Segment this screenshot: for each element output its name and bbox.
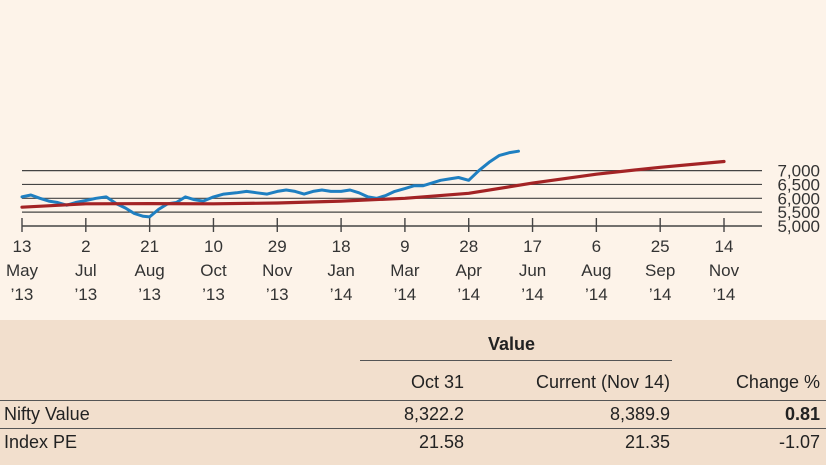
x-tick-label: ’14 <box>394 285 417 304</box>
x-tick-label: ’13 <box>266 285 289 304</box>
x-tick-label: Jun <box>519 261 546 280</box>
row-nifty-current: 8,389.9 <box>609 404 670 424</box>
valuation-table: Value Oct 31 Current (Nov 14) Change % N… <box>0 320 826 465</box>
series-layer <box>20 149 726 219</box>
y-tick-label: 6,000 <box>777 189 820 208</box>
x-tick-label: 9 <box>400 237 409 256</box>
row-nifty-oct31: 8,322.2 <box>403 404 464 424</box>
value-group-underline <box>360 360 672 361</box>
header-divider <box>0 400 826 401</box>
y-tick-label: 5,000 <box>777 217 820 236</box>
x-tick-label: Aug <box>135 261 165 280</box>
row-pe-current: 21.35 <box>624 432 670 452</box>
value-group-header: Value <box>488 334 536 354</box>
moving-average-line <box>20 159 726 209</box>
x-tick-label: 13 <box>13 237 32 256</box>
x-tick-label: 2 <box>81 237 90 256</box>
x-tick-label: ’13 <box>138 285 161 304</box>
x-tick-label: Apr <box>455 261 482 280</box>
x-tick-label: 10 <box>204 237 223 256</box>
x-tick-label: Aug <box>581 261 611 280</box>
x-tick-label: Sep <box>645 261 675 280</box>
col-header-oct31: Oct 31 <box>410 372 464 392</box>
x-tick-label: Jan <box>327 261 354 280</box>
x-tick-label: ’14 <box>457 285 480 304</box>
row-label-pe: Index PE <box>4 432 78 452</box>
nifty-index-line <box>20 149 520 219</box>
x-tick-label: ’14 <box>713 285 736 304</box>
row-divider <box>0 428 826 429</box>
row-pe-change: -1.07 <box>778 432 820 452</box>
x-tick-label: ’13 <box>11 285 34 304</box>
x-tick-label: Nov <box>262 261 293 280</box>
col-header-current: Current (Nov 14) <box>535 372 670 392</box>
x-tick-label: Nov <box>709 261 740 280</box>
row-pe-oct31: 21.58 <box>418 432 464 452</box>
x-tick-label: ’14 <box>521 285 544 304</box>
x-tick-label: 25 <box>651 237 670 256</box>
x-tick-label: ’13 <box>74 285 97 304</box>
x-tick-label: ’13 <box>202 285 225 304</box>
row-nifty-change: 0.81 <box>784 404 820 424</box>
x-axis: 13 May ’13 2 Jul ’13 21 Aug ’13 10 Oct ’13 29 Nov ’13 1… <box>6 218 762 304</box>
x-tick-label: 6 <box>592 237 601 256</box>
col-header-change: Change % <box>735 372 820 392</box>
x-tick-label: ’14 <box>649 285 672 304</box>
x-tick-label: May <box>6 261 39 280</box>
x-tick-label: 29 <box>268 237 287 256</box>
x-tick-label: ’14 <box>330 285 353 304</box>
x-tick-label: Oct <box>200 261 227 280</box>
x-tick-label: ’14 <box>585 285 608 304</box>
chart-area: 5,000 5,500 6,000 6,500 7,000 13 May ’13 2 Jul ’1… <box>5 149 820 304</box>
x-tick-label: 17 <box>523 237 542 256</box>
x-tick-label: Mar <box>390 261 420 280</box>
row-label-nifty: Nifty Value <box>4 404 90 424</box>
y-tick-label: 6,500 <box>777 175 820 194</box>
x-tick-label: 21 <box>140 237 159 256</box>
y-tick-label: 5,500 <box>777 203 820 222</box>
y-tick-label: 7,000 <box>777 162 820 181</box>
x-tick-label: Jul <box>75 261 97 280</box>
x-tick-label: 18 <box>332 237 351 256</box>
x-tick-label: 28 <box>459 237 478 256</box>
x-tick-label: 14 <box>715 237 734 256</box>
